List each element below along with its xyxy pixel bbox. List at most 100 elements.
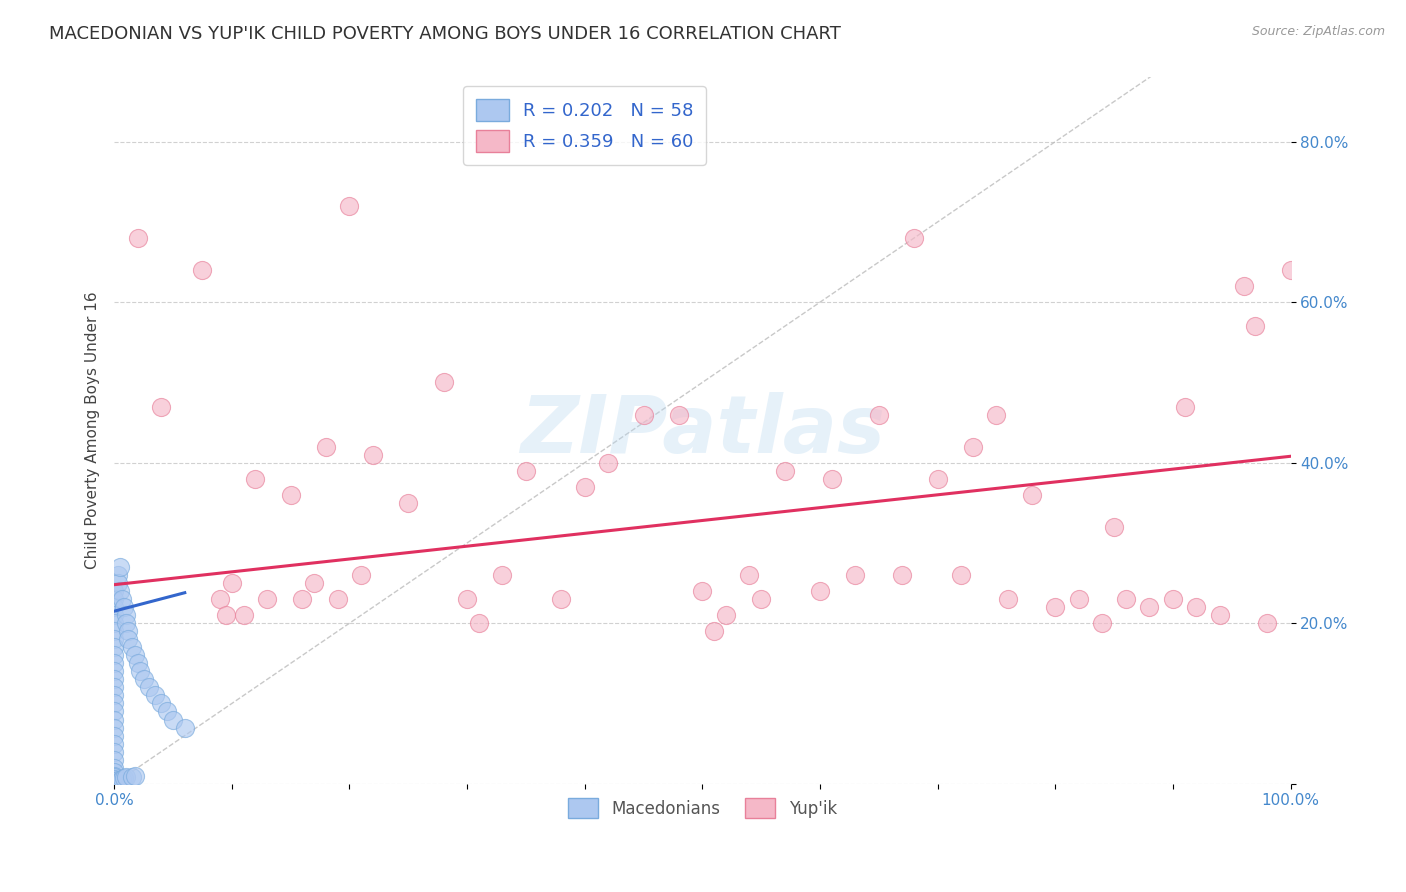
Point: [950, 568, 973, 582]
Point: [773, 464, 796, 478]
Point: [103, 624, 125, 639]
Text: Source: ZipAtlas.com: Source: ZipAtlas.com: [1251, 25, 1385, 38]
Point: [103, 665, 125, 679]
Point: [221, 576, 243, 591]
Point: [1256, 616, 1278, 631]
Point: [215, 608, 238, 623]
Point: [107, 576, 129, 591]
Point: [103, 608, 125, 623]
Point: [138, 681, 160, 695]
Point: [103, 681, 125, 695]
Point: [145, 689, 167, 703]
Point: [103, 729, 125, 743]
Point: [103, 769, 125, 783]
Point: [1067, 592, 1090, 607]
Point: [191, 263, 214, 277]
Point: [132, 673, 155, 687]
Point: [714, 608, 737, 623]
Point: [903, 231, 925, 245]
Point: [108, 774, 131, 789]
Point: [456, 592, 478, 607]
Point: [1174, 400, 1197, 414]
Point: [868, 408, 890, 422]
Point: [491, 568, 513, 582]
Point: [927, 472, 949, 486]
Point: [232, 608, 254, 623]
Point: [598, 456, 620, 470]
Point: [692, 584, 714, 599]
Point: [103, 705, 125, 719]
Point: [103, 773, 125, 788]
Point: [108, 584, 131, 599]
Text: ZIPatlas: ZIPatlas: [520, 392, 884, 469]
Point: [891, 568, 914, 582]
Point: [1244, 319, 1267, 334]
Point: [280, 488, 302, 502]
Point: [574, 480, 596, 494]
Point: [115, 770, 138, 784]
Point: [103, 772, 125, 786]
Point: [156, 705, 179, 719]
Point: [245, 472, 267, 486]
Point: [315, 440, 337, 454]
Point: [396, 496, 419, 510]
Point: [112, 771, 135, 785]
Point: [350, 568, 373, 582]
Point: [121, 770, 143, 784]
Point: [703, 624, 725, 639]
Y-axis label: Child Poverty Among Boys Under 16: Child Poverty Among Boys Under 16: [86, 292, 100, 569]
Point: [111, 592, 134, 607]
Point: [117, 624, 139, 639]
Point: [844, 568, 866, 582]
Point: [103, 689, 125, 703]
Point: [115, 616, 138, 631]
Point: [103, 721, 125, 735]
Point: [103, 776, 125, 790]
Point: [997, 592, 1019, 607]
Point: [339, 199, 361, 213]
Point: [1161, 592, 1184, 607]
Point: [103, 713, 125, 727]
Point: [103, 753, 125, 767]
Point: [1091, 616, 1114, 631]
Point: [986, 408, 1008, 422]
Point: [103, 657, 125, 671]
Point: [821, 472, 844, 486]
Point: [103, 761, 125, 775]
Point: [209, 592, 232, 607]
Point: [668, 408, 690, 422]
Point: [361, 448, 384, 462]
Point: [124, 648, 146, 663]
Point: [1209, 608, 1232, 623]
Point: [103, 745, 125, 759]
Point: [302, 576, 325, 591]
Point: [1139, 600, 1161, 615]
Point: [550, 592, 572, 607]
Point: [111, 772, 134, 786]
Point: [1185, 600, 1208, 615]
Point: [633, 408, 655, 422]
Point: [162, 713, 184, 727]
Point: [256, 592, 278, 607]
Point: [150, 400, 173, 414]
Point: [173, 721, 195, 735]
Point: [115, 608, 138, 623]
Point: [738, 568, 761, 582]
Point: [103, 648, 125, 663]
Point: [129, 665, 152, 679]
Point: [103, 592, 125, 607]
Point: [103, 632, 125, 647]
Point: [291, 592, 314, 607]
Point: [112, 600, 135, 615]
Point: [432, 376, 454, 390]
Point: [150, 697, 173, 711]
Point: [1115, 592, 1137, 607]
Point: [103, 640, 125, 655]
Point: [326, 592, 349, 607]
Point: [1102, 520, 1125, 534]
Point: [103, 600, 125, 615]
Point: [962, 440, 984, 454]
Point: [103, 775, 125, 789]
Point: [808, 584, 831, 599]
Point: [515, 464, 537, 478]
